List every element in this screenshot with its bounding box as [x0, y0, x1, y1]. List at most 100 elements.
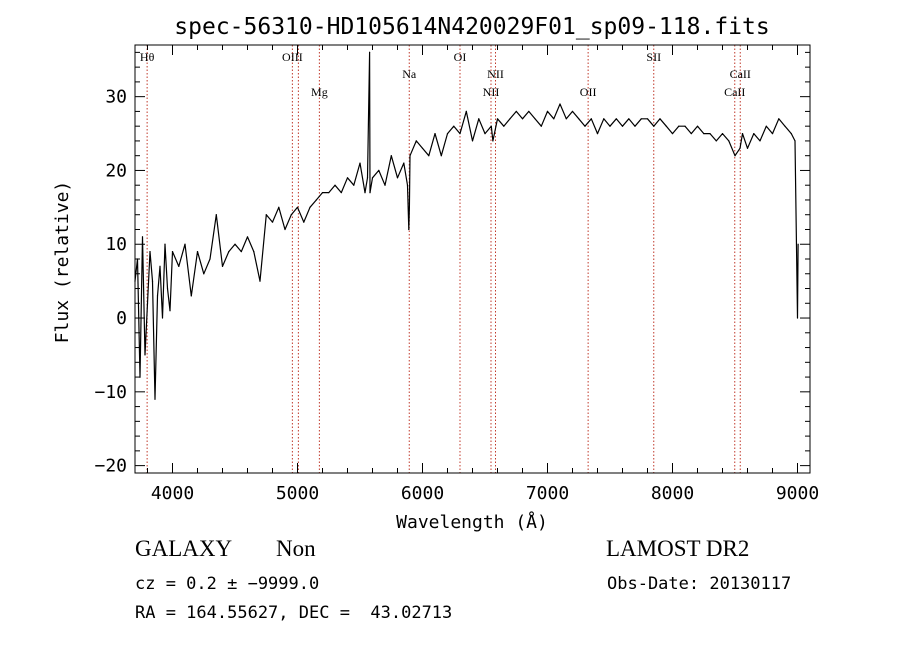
spectrum-point — [164, 243, 166, 245]
x-tick-label-3: 7000 — [526, 483, 569, 504]
spectrum-point — [440, 155, 442, 157]
spectrum-point — [528, 110, 530, 112]
x-tick-label-2: 6000 — [401, 483, 444, 504]
spectrum-point — [771, 133, 774, 135]
y-axis-label: Flux (relative) — [52, 181, 73, 344]
x-tick-label-1: 5000 — [276, 483, 319, 504]
spectrum-point — [521, 118, 524, 120]
marker-label-7: NII — [487, 67, 504, 81]
spectrum-point — [703, 133, 705, 135]
spectrum-point — [471, 140, 474, 142]
spectrum-point — [353, 184, 355, 186]
chart-title: spec-56310-HD105614N420029F01_sp09-118.f… — [174, 14, 769, 40]
spectrum-point — [784, 125, 786, 127]
marker-label-11: CaII — [730, 67, 751, 81]
spectrum-point — [321, 192, 324, 194]
spectrum-point — [753, 133, 755, 135]
spectrum-point — [490, 125, 492, 127]
x-tick-label-0: 4000 — [151, 483, 194, 504]
spectrum-point — [169, 310, 171, 312]
spectrum-point — [559, 103, 561, 105]
spectrum-point — [234, 243, 236, 245]
spectrum-point — [578, 118, 580, 120]
spectrum-point — [378, 169, 380, 171]
spectrum-point — [346, 177, 349, 179]
redshift-line: cz = 0.2 ± −9999.0 — [135, 574, 320, 594]
spectrum-point — [408, 206, 410, 208]
spectrum-point — [765, 125, 767, 127]
spectrum-point — [615, 118, 617, 120]
series-layer — [134, 51, 799, 400]
spectrum-point — [515, 110, 517, 112]
spectrum-point — [446, 133, 449, 135]
y-tick-label-3: 10 — [105, 234, 127, 255]
x-tick-label-4: 8000 — [651, 483, 694, 504]
spectrum-point — [156, 295, 159, 297]
marker-label-9: SII — [646, 50, 661, 64]
spectrum-point — [571, 110, 574, 112]
spectrum-point — [144, 354, 146, 356]
spectrum-point — [492, 140, 494, 142]
spectrum-point — [415, 140, 417, 142]
spectrum-point — [240, 251, 242, 253]
spectrum-point — [209, 258, 211, 260]
spectrum-point — [409, 155, 411, 157]
spectrum-point — [628, 118, 630, 120]
y-tick-label-4: 20 — [105, 160, 127, 181]
observation-date: Obs-Date: 20130117 — [607, 574, 792, 594]
spectrum-point — [739, 147, 741, 149]
spectrum-point — [228, 251, 230, 253]
object-subclass: Non — [276, 536, 316, 561]
y-tick-label-1: −10 — [94, 382, 127, 403]
spectrum-point — [151, 280, 154, 282]
spectrum-point — [303, 221, 305, 223]
spectrum-point — [178, 265, 180, 267]
spectrum-point — [196, 251, 199, 253]
spectrum-point — [553, 118, 555, 120]
y-tick-label-2: 0 — [116, 308, 127, 329]
spectrum-point — [503, 125, 505, 127]
spectrum-point — [715, 140, 717, 142]
spectrum-point — [478, 118, 480, 120]
spectrum-point — [246, 236, 249, 238]
survey-name: LAMOST DR2 — [606, 536, 750, 561]
spectrum-point — [794, 140, 796, 142]
marker-label-6: NII — [483, 85, 500, 99]
spectrum-point — [406, 184, 409, 186]
spectrum-point — [296, 206, 299, 208]
spectrum-point — [728, 140, 730, 142]
spectrum-point — [534, 118, 536, 120]
spectrum-point — [746, 147, 749, 149]
spectrum-point — [315, 199, 317, 201]
spectrum-point — [540, 125, 542, 127]
spectrum-point — [154, 398, 156, 400]
spectrum-point — [384, 184, 386, 186]
marker-label-3: Mg — [311, 85, 328, 99]
spectrum-point — [403, 162, 405, 164]
spectrum-point — [184, 243, 186, 245]
spectrum-point — [634, 125, 636, 127]
spectrum-point — [596, 133, 599, 135]
spectrum-point — [159, 265, 161, 267]
marker-label-8: OII — [580, 85, 597, 99]
spectrum-point — [509, 118, 511, 120]
spectrum-point — [428, 155, 430, 157]
spectrum-point — [790, 133, 792, 135]
spectrum-point — [390, 155, 392, 157]
spectrum-point — [328, 192, 330, 194]
spectrum-point — [253, 251, 255, 253]
spectrum-point — [221, 265, 224, 267]
spectrum-point — [141, 236, 144, 238]
spectrum-point — [665, 125, 667, 127]
spectrum-point — [309, 206, 311, 208]
x-axis-label: Wavelength (Å) — [396, 511, 548, 533]
marker-label-0: Hθ — [140, 50, 155, 64]
spectrum-point — [565, 118, 567, 120]
spectrum-point — [459, 133, 461, 135]
spectrum-point — [741, 133, 744, 135]
spectrum-point — [496, 118, 499, 120]
spectrum-point — [396, 177, 399, 179]
marker-label-4: Na — [402, 67, 417, 81]
spectrum-point — [265, 214, 267, 216]
